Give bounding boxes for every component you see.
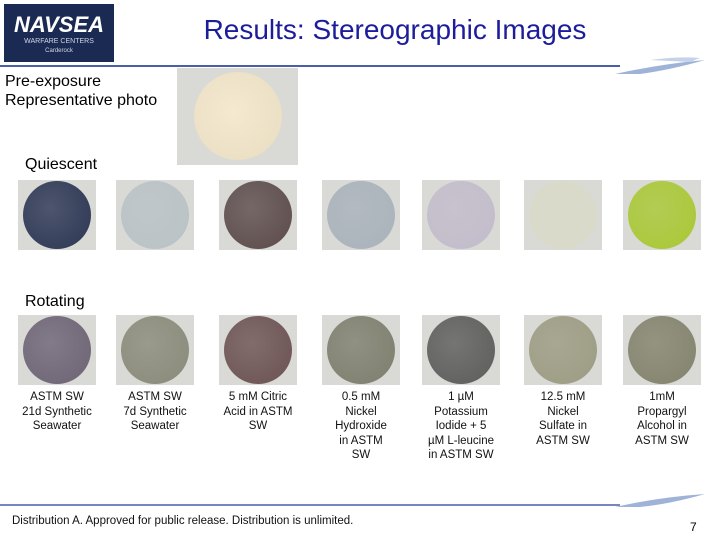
dish xyxy=(427,316,495,384)
column-label: ASTM SW 21d Synthetic Seawater xyxy=(11,390,103,434)
text-line: Sulfate in xyxy=(539,420,587,432)
dish xyxy=(23,181,91,249)
column-label: 1 µM Potassium Iodide + 5 µM L-leucine in AS… xyxy=(415,390,507,463)
dish xyxy=(121,181,189,249)
dish xyxy=(194,72,282,160)
text-line: in ASTM SW xyxy=(428,449,494,461)
sample-photo xyxy=(623,315,701,385)
logo: NAVSEA WARFARE CENTERS Carderock xyxy=(4,4,114,62)
text-line: Iodide + 5 xyxy=(435,420,487,432)
slide-title: Results: Stereographic Images xyxy=(203,14,587,45)
pre-exposure-label: Pre-exposure Representative photo xyxy=(5,72,157,110)
logo-subtitle: WARFARE CENTERS xyxy=(24,38,94,45)
text-line: Pre-exposure xyxy=(5,73,102,90)
dish xyxy=(224,181,292,249)
text-line: 12.5 mM xyxy=(540,391,586,403)
dish xyxy=(327,181,395,249)
sample-photo xyxy=(116,315,194,385)
logo-site: Carderock xyxy=(45,48,73,54)
column-label: 0.5 mM Nickel Hydroxide in ASTM SW xyxy=(315,390,407,463)
text-line: SW xyxy=(351,449,371,461)
text-line: 0.5 mM xyxy=(341,391,381,403)
dish xyxy=(628,316,696,384)
swoosh xyxy=(615,60,705,74)
text-line: ASTM SW xyxy=(635,434,689,447)
text-line: Propargyl xyxy=(637,405,687,418)
column-label: 5 mM Citric Acid in ASTM SW xyxy=(212,390,304,434)
swoosh xyxy=(615,494,705,507)
sample-photo xyxy=(422,315,500,385)
text-line: Acid in ASTM xyxy=(223,405,293,418)
sample-photo xyxy=(623,180,701,250)
dish xyxy=(427,181,495,249)
dish xyxy=(529,316,597,384)
text-line: ASTM SW xyxy=(128,391,182,403)
text-line: Representative photo xyxy=(5,92,158,109)
text-line: Seawater xyxy=(130,420,180,432)
text-line: ASTM SW xyxy=(536,434,590,447)
dish xyxy=(121,316,189,384)
dish xyxy=(529,181,597,249)
sample-photo xyxy=(524,180,602,250)
text-line: 21d Synthetic xyxy=(22,405,92,418)
column-label: 12.5 mM Nickel Sulfate in ASTM SW xyxy=(517,390,609,448)
sample-photo xyxy=(116,180,194,250)
dish xyxy=(628,181,696,249)
column-label: 1mM Propargyl Alcohol in ASTM SW xyxy=(616,390,708,448)
text-line: Seawater xyxy=(32,420,82,432)
sample-photo xyxy=(524,315,602,385)
sample-photo xyxy=(18,180,96,250)
footer-note: Distribution A. Approved for public rele… xyxy=(12,515,354,527)
column-label: ASTM SW 7d Synthetic Seawater xyxy=(109,390,201,434)
text-line: µM L-leucine xyxy=(427,434,495,447)
text-line: Potassium xyxy=(434,405,488,418)
logo-name: NAVSEA xyxy=(13,12,105,37)
pre-exposure-photo xyxy=(177,68,298,165)
sample-photo xyxy=(219,315,297,385)
dish xyxy=(224,316,292,384)
text-line: Hydroxide xyxy=(335,420,387,432)
dish xyxy=(327,316,395,384)
text-line: Nickel xyxy=(547,405,579,418)
text-line: Nickel xyxy=(345,405,377,418)
text-line: 1 µM xyxy=(448,391,474,403)
row-label: Quiescent xyxy=(25,156,98,173)
page-number: 7 xyxy=(690,520,697,534)
text-line: 7d Synthetic xyxy=(123,405,187,418)
text-line: Alcohol in xyxy=(637,420,687,432)
text-line: 1mM xyxy=(649,391,675,403)
sample-photo xyxy=(322,180,400,250)
text-line: in ASTM xyxy=(339,434,383,447)
swoosh xyxy=(650,57,700,62)
sample-photo xyxy=(322,315,400,385)
dish xyxy=(23,316,91,384)
text-line: 5 mM Citric xyxy=(228,391,288,403)
sample-photo xyxy=(422,180,500,250)
text-line: SW xyxy=(248,420,268,432)
sample-photo xyxy=(18,315,96,385)
text-line: ASTM SW xyxy=(30,391,84,403)
row-label: Rotating xyxy=(25,293,85,310)
sample-photo xyxy=(219,180,297,250)
